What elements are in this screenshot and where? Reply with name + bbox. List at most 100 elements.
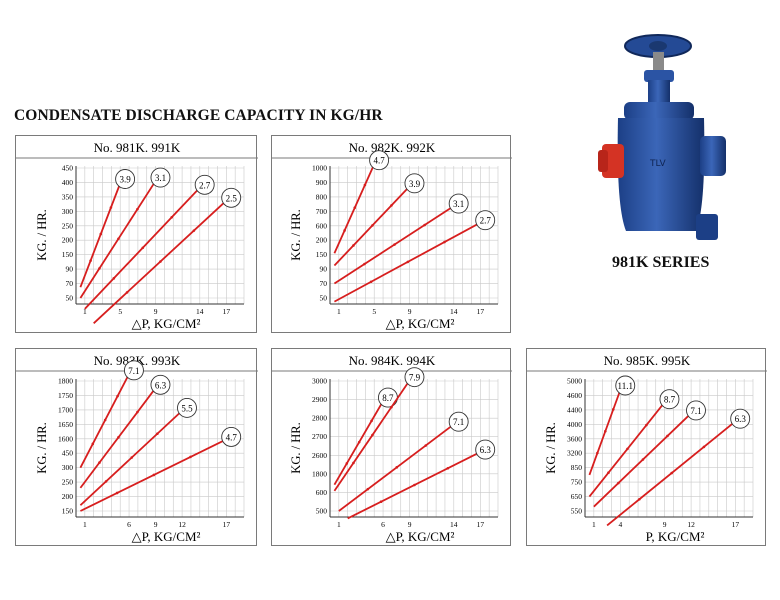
y-tick-label: 600 [316, 221, 328, 230]
y-axis-label: KG. / HR. [35, 209, 49, 260]
series-label-circle [448, 193, 469, 214]
y-axis-label: KG. / HR. [289, 209, 303, 260]
series-label-circle [177, 397, 197, 418]
series-marker [371, 433, 374, 437]
chart-title: No. 981K. 991K [94, 140, 181, 155]
series-marker [189, 455, 192, 459]
series-marker [424, 444, 428, 447]
y-tick-label: 2900 [312, 395, 327, 404]
y-axis-label: KG. / HR. [35, 422, 49, 473]
series-label-circle [686, 400, 706, 421]
series-marker [366, 487, 370, 491]
y-tick-label: 600 [316, 488, 328, 497]
y-tick-label: 300 [62, 207, 74, 216]
series-marker [379, 500, 383, 504]
series-label: 2.5 [226, 193, 238, 203]
y-tick-label: 1800 [58, 377, 73, 386]
series-label: 3.9 [119, 175, 131, 185]
x-tick-label: 9 [663, 520, 667, 529]
series-marker [352, 461, 355, 465]
series-marker [641, 458, 645, 461]
y-tick-label: 50 [320, 294, 328, 303]
chart-svg: No. 984K. 994K 500 600 1800 2600 2700 2800 2900… [272, 353, 512, 544]
series-marker [446, 466, 450, 470]
y-tick-label: 5000 [567, 377, 582, 386]
series-marker [626, 447, 629, 451]
chart-panel-983k: No. 983K. 993K 150 200 250 300 450 1600 1650 170… [15, 348, 258, 546]
series-marker [130, 456, 134, 459]
page-heading: CONDENSATE DISCHARGE CAPACITY IN KG/HR [14, 107, 383, 124]
chart-panel-985k: No. 985K. 995K 550 650 750 850 3200 3600 4000 44… [526, 348, 767, 546]
series-marker [638, 497, 641, 501]
y-tick-label: 1750 [58, 391, 73, 400]
series-label: 5.5 [181, 403, 193, 413]
y-tick-label: 650 [571, 492, 583, 501]
y-tick-label: 90 [320, 265, 328, 274]
series-marker [357, 440, 361, 444]
series-marker [645, 423, 648, 427]
x-tick-label: 12 [178, 520, 186, 529]
y-tick-label: 2800 [312, 414, 327, 423]
x-tick-label: 4 [618, 520, 622, 529]
series-label-circle [615, 375, 636, 396]
series-marker [352, 244, 355, 247]
y-tick-label: 150 [62, 250, 74, 259]
y-tick-label: 150 [62, 507, 74, 516]
product-series-label: 981K SERIES [612, 254, 710, 271]
series-marker [413, 483, 416, 487]
series-marker [170, 215, 174, 219]
series-marker [390, 204, 393, 207]
series-marker [159, 260, 162, 263]
y-tick-label: 500 [316, 507, 328, 516]
series-marker [363, 262, 366, 266]
series-marker [371, 224, 374, 227]
series-label-circle [475, 439, 496, 460]
y-tick-label: 200 [62, 236, 74, 245]
series-marker [109, 206, 113, 209]
series-marker [363, 183, 367, 187]
series-marker [117, 237, 120, 241]
y-tick-label: 50 [66, 294, 74, 303]
x-tick-label: 6 [381, 520, 385, 529]
x-tick-label: 17 [477, 520, 485, 529]
y-tick-label: 350 [62, 192, 74, 201]
x-tick-label: 17 [223, 520, 231, 529]
y-tick-label: 750 [571, 478, 583, 487]
y-tick-label: 3000 [312, 377, 327, 386]
y-tick-label: 4600 [567, 391, 582, 400]
x-tick-label: 1 [337, 520, 341, 529]
series-marker [98, 461, 101, 464]
series-marker [353, 206, 357, 210]
y-tick-label: 200 [316, 236, 328, 245]
x-tick-label: 17 [223, 307, 231, 316]
series-marker [343, 229, 346, 232]
series-label: 2.7 [480, 216, 492, 226]
series-label: 3.9 [409, 179, 421, 189]
series-label-circle [404, 173, 425, 194]
series-label-circle [448, 411, 469, 432]
series-label-circle [730, 408, 751, 429]
series-label: 7.1 [128, 366, 139, 376]
series-marker [104, 480, 108, 483]
series-marker [115, 491, 119, 495]
series-marker [99, 232, 103, 236]
chart-svg: No. 981K. 991K 50 70 90 150 200 250 300 350 400 45… [16, 140, 258, 331]
series-marker [596, 451, 599, 455]
series-label-circle [150, 374, 171, 395]
series-label-circle [221, 187, 242, 208]
series-label: 8.7 [382, 393, 394, 403]
x-tick-label: 9 [154, 520, 158, 529]
y-tick-label: 1700 [58, 405, 73, 414]
series-marker [369, 280, 373, 284]
series-marker [607, 471, 610, 475]
y-tick-label: 150 [316, 250, 328, 259]
x-tick-label: 6 [127, 520, 131, 529]
x-axis-label: △P, KG/CM² [386, 316, 455, 331]
series-marker [156, 432, 159, 436]
series-label: 7.1 [453, 417, 464, 427]
series-label-circle [475, 210, 496, 231]
series-label-circle [659, 389, 680, 410]
y-tick-label: 1000 [312, 164, 327, 173]
svg-text:TLV: TLV [649, 159, 667, 169]
x-axis-label: △P, KG/CM² [386, 529, 455, 544]
